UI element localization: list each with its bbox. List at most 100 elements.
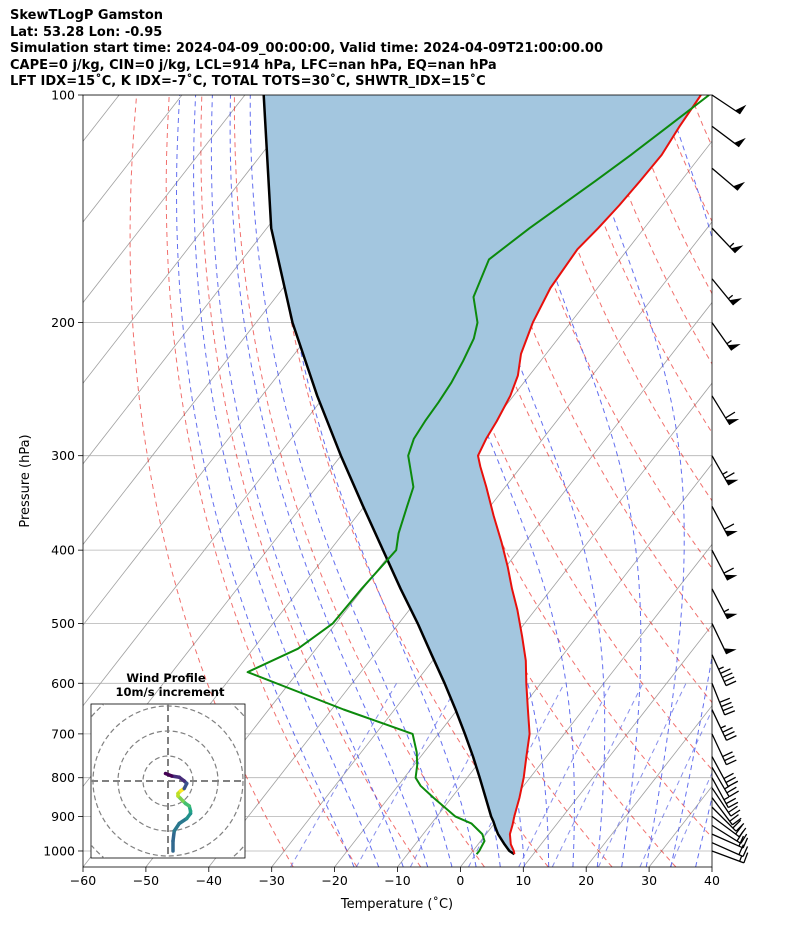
y-tick-label: 900: [51, 809, 75, 824]
isotherm-gridline: [334, 382, 712, 867]
wind-barb: [711, 227, 744, 254]
y-tick-label: 600: [51, 676, 75, 691]
moist-adiabat: [229, 95, 429, 867]
wind-barb: [711, 588, 738, 620]
wind-barb: [711, 125, 746, 148]
y-tick-label: 700: [51, 726, 75, 741]
wind-barb: [711, 756, 739, 788]
wind-barb: [711, 278, 743, 306]
dry-adiabat: [165, 95, 358, 867]
wind-barb: [711, 833, 749, 849]
mixing-ratio-line: [355, 683, 460, 867]
wind-barbs: [711, 94, 749, 864]
dry-adiabat: [396, 95, 712, 771]
time-text: Simulation start time: 2024-04-09_00:00:…: [10, 41, 603, 57]
moist-adiabat: [444, 95, 606, 867]
wind-barb: [711, 505, 738, 537]
wind-barb: [711, 850, 749, 864]
isotherm-gridline: [711, 866, 712, 867]
wind-barb: [711, 167, 746, 191]
dry-adiabat: [756, 95, 794, 867]
chart-header: SkewTLogP Gamston Lat: 53.28 Lon: -0.95 …: [10, 8, 603, 91]
y-tick-label: 800: [51, 770, 75, 785]
mixing-ratio-line: [290, 683, 398, 867]
x-tick-label: 0: [456, 873, 464, 888]
wind-barb: [711, 709, 737, 741]
moist-adiabat: [695, 795, 712, 867]
dry-adiabat: [429, 95, 712, 704]
dewpoint-line: [246, 95, 710, 855]
x-axis-title: Temperature (˚C): [340, 896, 453, 912]
moist-adiabat: [193, 95, 380, 867]
wind-barb: [711, 549, 738, 581]
y-tick-label: 1000: [43, 843, 75, 858]
mixing-ratio-line: [551, 683, 644, 867]
x-tick-label: −20: [321, 873, 347, 888]
y-tick-label: 200: [51, 315, 75, 330]
wind-barb: [711, 654, 737, 687]
wind-barb: [711, 455, 739, 486]
temperature-line: [477, 95, 702, 855]
y-axis-title: Pressure (hPa): [18, 434, 33, 527]
dry-adiabat: [690, 95, 712, 148]
moist-adiabat: [397, 95, 575, 867]
x-tick-label: −60: [70, 873, 96, 888]
x-tick-label: 20: [578, 873, 594, 888]
isotherm-gridline: [522, 624, 712, 867]
profile-lines: [246, 95, 710, 856]
x-tick-label: 30: [641, 873, 657, 888]
chart-title: SkewTLogP Gamston: [10, 8, 164, 23]
moist-adiabat: [665, 95, 712, 867]
moist-adiabat: [271, 95, 477, 867]
wind-barb: [711, 777, 739, 809]
x-tick-label: −30: [259, 873, 285, 888]
dry-adiabat: [788, 95, 794, 867]
y-tick-label: 100: [51, 88, 75, 103]
x-axis: −60 −50 −40 −30 −20 −10 0 10 20 30 40: [70, 867, 720, 888]
wind-barb: [711, 787, 741, 817]
isotherm-gridline: [460, 543, 712, 867]
cape-text: CAPE=0 j/kg, CIN=0 j/kg, LCL=914 hPa, LF…: [10, 57, 497, 73]
y-tick-label: 300: [51, 448, 75, 463]
index-text: LFT IDX=15˚C, K IDX=-7˚C, TOTAL TOTS=30˚…: [10, 74, 486, 90]
wind-barb: [711, 842, 749, 858]
hodograph-segment: [163, 771, 174, 778]
moist-adiabat: [210, 95, 404, 867]
dry-adiabat: [624, 95, 712, 295]
location-text: Lat: 53.28 Lon: -0.95: [10, 24, 163, 40]
x-tick-label: 40: [704, 873, 720, 888]
dry-adiabat: [129, 95, 294, 867]
hodograph-title: Wind Profile: [126, 671, 206, 685]
wind-barb: [711, 797, 742, 826]
isotherm-gridline: [83, 95, 246, 304]
x-tick-label: −40: [196, 873, 222, 888]
mixing-ratio-line: [468, 683, 565, 867]
dry-adiabat: [494, 95, 712, 569]
y-axis: 100 200 300 400 500 600 700 800 900 1000: [43, 88, 83, 858]
dry-adiabat: [559, 95, 712, 434]
isotherm-gridline: [83, 95, 309, 384]
y-tick-label: 500: [51, 616, 75, 631]
isotherm-gridline: [271, 301, 712, 867]
moist-adiabat: [574, 95, 685, 867]
moist-adiabat: [249, 95, 453, 867]
hodograph-subtitle: 10m/s increment: [116, 685, 225, 699]
x-tick-label: −10: [384, 873, 410, 888]
wind-barb: [711, 806, 745, 832]
wind-barb: [711, 395, 740, 426]
dry-adiabat: [200, 95, 422, 867]
parcel-path-line: [262, 95, 516, 856]
wind-barb: [711, 683, 736, 716]
wind-barb: [711, 733, 737, 766]
wind-barb: [711, 322, 741, 351]
dry-adiabat: [233, 95, 485, 867]
y-tick-label: 400: [51, 543, 75, 558]
isotherm-gridline: [585, 705, 712, 867]
wind-barb: [711, 623, 737, 655]
moist-adiabat: [175, 95, 355, 867]
isotherm-gridline: [208, 221, 712, 867]
mixing-ratio-line: [597, 683, 687, 867]
x-tick-label: 10: [515, 873, 531, 888]
